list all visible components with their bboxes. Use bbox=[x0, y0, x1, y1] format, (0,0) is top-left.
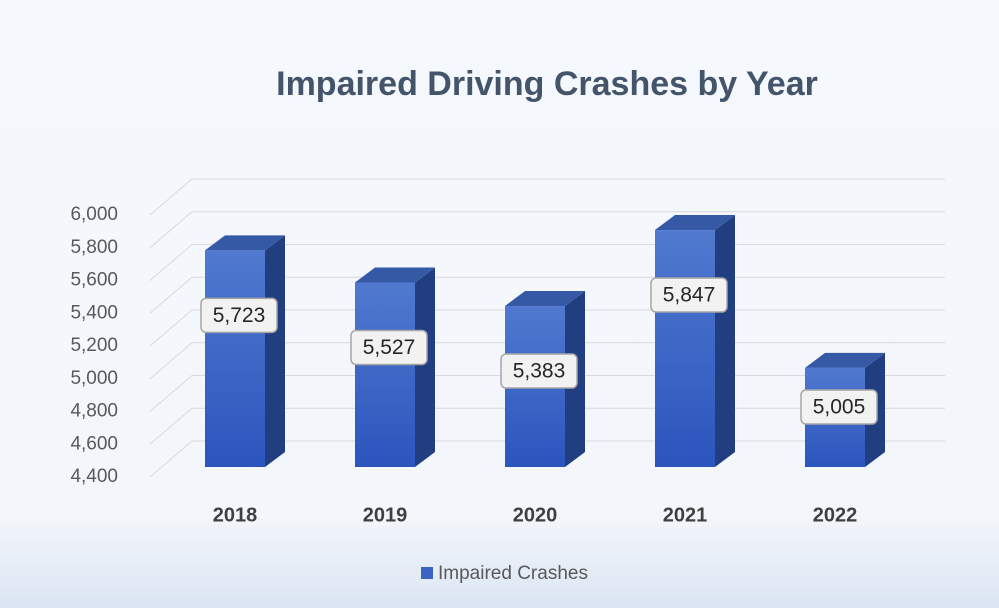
data-label: 5,527 bbox=[363, 336, 416, 359]
y-tick-label: 4,400 bbox=[70, 466, 118, 487]
data-label: 5,723 bbox=[213, 304, 266, 327]
bar-side bbox=[415, 267, 435, 467]
data-label-box bbox=[800, 389, 878, 425]
x-tick-label: 2021 bbox=[663, 504, 708, 526]
legend-label: Impaired Crashes bbox=[438, 563, 588, 584]
x-tick-label: 2022 bbox=[813, 504, 858, 526]
x-tick-label: 2019 bbox=[363, 504, 408, 526]
y-tick-label: 5,400 bbox=[70, 302, 118, 323]
bar-top bbox=[805, 352, 885, 368]
bar-side bbox=[265, 235, 285, 467]
bar-front bbox=[355, 282, 415, 467]
bar-top bbox=[505, 291, 585, 307]
bar-top bbox=[205, 235, 285, 251]
y-tick-label: 4,600 bbox=[70, 433, 118, 454]
y-tick-label: 5,200 bbox=[70, 335, 118, 356]
data-label-box bbox=[350, 329, 428, 366]
y-tick-label: 5,800 bbox=[70, 237, 118, 258]
bar bbox=[205, 235, 285, 467]
data-label-box bbox=[650, 277, 728, 313]
bar bbox=[655, 215, 735, 467]
data-label-box bbox=[500, 353, 578, 389]
bar-front bbox=[655, 230, 715, 467]
legend: Impaired Crashes bbox=[421, 563, 588, 584]
data-label-box bbox=[200, 297, 278, 334]
bar-front bbox=[205, 250, 265, 467]
grid-line bbox=[149, 178, 945, 216]
legend-swatch bbox=[421, 567, 433, 579]
data-label: 5,383 bbox=[513, 360, 566, 383]
x-tick-label: 2018 bbox=[213, 504, 258, 526]
x-tick-label: 2020 bbox=[513, 504, 558, 526]
y-tick-label: 5,600 bbox=[70, 270, 118, 291]
chart-title: Impaired Driving Crashes by Year bbox=[276, 65, 818, 103]
data-label: 5,005 bbox=[813, 396, 866, 419]
bar-top bbox=[355, 267, 435, 283]
data-label: 5,847 bbox=[663, 284, 716, 307]
y-tick-label: 5,000 bbox=[70, 368, 118, 389]
y-tick-label: 4,800 bbox=[70, 401, 118, 422]
bar-side bbox=[715, 215, 735, 467]
bar bbox=[355, 267, 435, 467]
y-tick-label: 6,000 bbox=[70, 204, 118, 225]
grid-line bbox=[149, 211, 945, 249]
bar-top bbox=[655, 215, 735, 231]
